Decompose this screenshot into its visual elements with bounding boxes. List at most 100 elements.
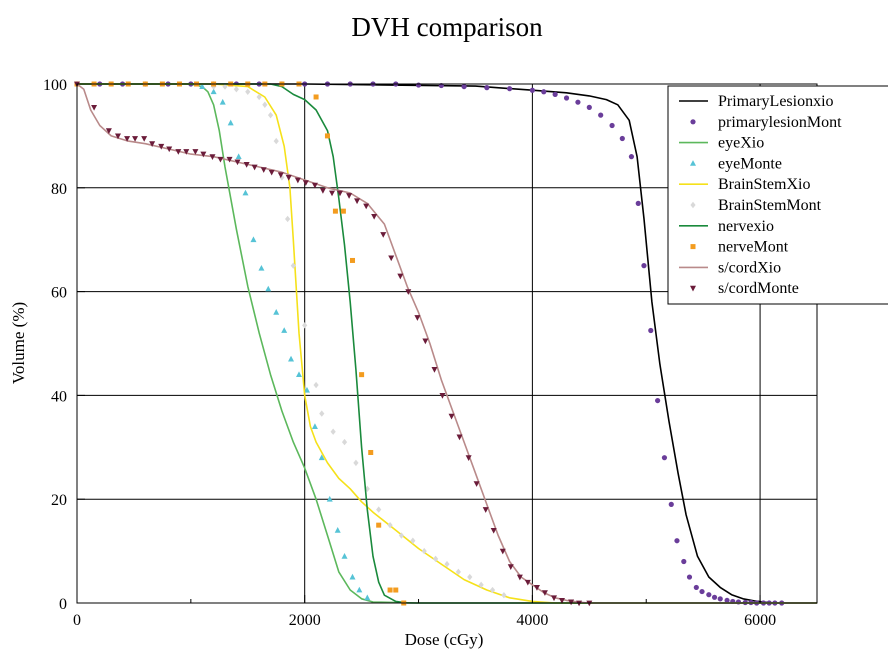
data-point-primarylesionmont	[706, 592, 712, 598]
data-point-s-cordmonte	[533, 585, 540, 591]
series-layer	[74, 81, 817, 607]
series-line-nervexio	[77, 83, 817, 604]
legend-label-s-cordmonte: s/cordMonte	[718, 280, 799, 297]
data-point-brainstemmont	[313, 381, 319, 389]
data-point-primarylesionmont	[563, 95, 570, 101]
y-tick-label: 100	[43, 77, 67, 94]
data-point-primarylesionmont	[635, 200, 641, 206]
data-point-s-cordmonte	[490, 527, 497, 534]
data-point-brainstemmont	[478, 581, 484, 589]
data-point-s-cordmonte	[329, 190, 336, 197]
data-point-s-cordmonte	[175, 149, 182, 155]
data-point-brainstemmont	[267, 111, 274, 119]
legend-swatch-eyemonte	[690, 160, 696, 166]
data-point-eyemonte	[227, 119, 234, 126]
data-point-s-cordmonte	[132, 136, 139, 142]
data-point-s-cordmonte	[346, 193, 353, 199]
legend-label-nervemont: nerveMont	[718, 239, 789, 256]
data-point-primarylesionmont	[552, 91, 558, 97]
y-tick-label: 80	[51, 181, 67, 198]
data-point-s-cordmonte	[319, 187, 326, 194]
data-point-nervemont	[350, 257, 356, 263]
legend-label-nervexio: nervexio	[718, 218, 774, 235]
data-point-primarylesionmont	[699, 588, 705, 595]
data-point-s-cordmonte	[234, 159, 241, 166]
series-eyexio	[77, 83, 817, 604]
data-point-brainstemmont	[376, 506, 382, 513]
data-point-brainstemmont	[233, 85, 239, 93]
plot-frame	[76, 83, 818, 604]
data-point-primarylesionmont	[541, 89, 547, 95]
x-tick-label: 6000	[744, 612, 776, 629]
data-point-s-cordmonte	[192, 149, 199, 155]
data-point-brainstemmont	[319, 410, 325, 417]
data-point-eyemonte	[250, 236, 257, 243]
legend-swatch-nervemont	[690, 244, 696, 250]
data-point-primarylesionmont	[619, 135, 625, 142]
legend-label-primarylesionxio: PrimaryLesionxio	[718, 93, 834, 110]
data-point-brainstemmont	[302, 322, 308, 329]
chart-title: DVH comparison	[351, 12, 543, 42]
data-point-s-cordmonte	[473, 481, 480, 487]
series-nervemont	[74, 81, 407, 606]
data-point-primarylesionmont	[674, 538, 680, 544]
data-point-eyemonte	[210, 88, 217, 95]
data-point-primarylesionmont	[641, 263, 647, 269]
data-point-brainstemmont	[330, 428, 336, 435]
data-point-nervemont	[313, 94, 319, 100]
data-point-brainstemmont	[262, 101, 268, 108]
x-axis-label: Dose (cGy)	[405, 630, 484, 649]
data-point-primarylesionmont	[724, 597, 730, 604]
data-point-nervemont	[376, 522, 382, 528]
data-point-nervemont	[324, 133, 330, 139]
data-point-s-cordmonte	[568, 599, 575, 606]
data-point-primarylesionmont	[686, 574, 693, 580]
data-point-s-cordmonte	[268, 169, 275, 176]
data-point-eyemonte	[318, 454, 325, 461]
data-point-brainstemmont	[444, 560, 450, 568]
legend-swatch-s-cordmonte	[690, 285, 696, 292]
y-tick-label: 40	[51, 388, 67, 405]
data-point-s-cordmonte	[499, 548, 506, 555]
data-point-primarylesionmont	[681, 558, 687, 565]
x-tick-label: 2000	[289, 612, 321, 629]
data-point-s-cordmonte	[405, 289, 412, 295]
data-point-primarylesionmont	[575, 99, 581, 105]
data-point-brainstemmont	[501, 592, 507, 599]
data-point-brainstemmont	[245, 88, 251, 95]
data-point-s-cordmonte	[422, 338, 429, 345]
data-point-primarylesionmont	[529, 87, 535, 93]
data-point-brainstemmont	[489, 586, 496, 594]
data-point-s-cordmonte	[149, 141, 156, 147]
data-point-eyemonte	[219, 98, 226, 105]
data-point-s-cordmonte	[516, 574, 523, 581]
data-point-eyemonte	[199, 83, 206, 89]
data-point-s-cordmonte	[91, 104, 98, 111]
data-point-primarylesionmont	[655, 397, 661, 404]
data-point-s-cordmonte	[141, 136, 148, 142]
data-point-eyemonte	[364, 594, 371, 601]
data-point-primarylesionmont	[484, 85, 490, 91]
data-point-brainstemmont	[285, 215, 291, 223]
data-point-s-cordmonte	[524, 579, 531, 586]
data-point-primarylesionmont	[693, 584, 699, 591]
legend-label-eyemonte: eyeMonte	[718, 155, 782, 172]
y-tick-label: 20	[51, 492, 67, 509]
series-s-cordxio	[76, 83, 817, 604]
data-point-s-cordmonte	[363, 203, 370, 210]
legend: PrimaryLesionxio primarylesionMont eyeXio e…	[667, 85, 888, 305]
data-point-eyemonte	[334, 527, 341, 533]
data-point-primarylesionmont	[507, 86, 513, 92]
data-point-s-cordmonte	[302, 180, 309, 186]
data-point-s-cordmonte	[541, 590, 548, 596]
data-point-primarylesionmont	[598, 112, 604, 118]
series-primarylesionxio	[77, 83, 817, 604]
data-point-brainstemmont	[398, 532, 405, 539]
data-point-brainstemmont	[353, 459, 359, 467]
data-point-s-cordmonte	[114, 133, 121, 140]
series-brainstemmont	[211, 83, 507, 599]
data-point-primarylesionmont	[461, 83, 467, 90]
data-point-s-cordmonte	[311, 182, 318, 189]
data-point-eyemonte	[258, 264, 265, 271]
